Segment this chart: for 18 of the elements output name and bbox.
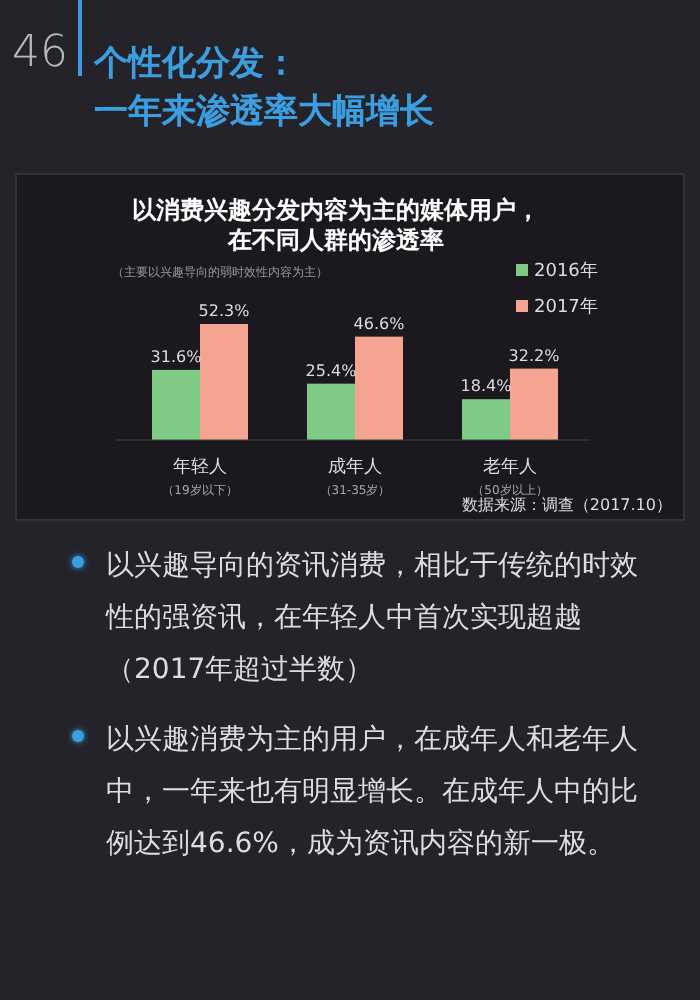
text: 以兴趣消费为主的用户，在成年人和老年人中，一年来也有明显增长。在成年人中的比例达到46.6%，成为资讯内容的新一极。 [106, 722, 640, 864]
text: 46 [12, 28, 68, 78]
bar [307, 383, 355, 440]
source-note: 数据来源：调查（2017.10） [461, 496, 672, 514]
bar [462, 399, 510, 440]
text: 个性化分发： [94, 42, 298, 86]
bar [152, 369, 200, 440]
chart-title: 以消费兴趣分发内容为主的媒体用户，在不同人群的渗透率 [132, 196, 540, 254]
legend-label: 2017年 [534, 296, 598, 318]
bar [200, 324, 248, 440]
data-label: 52.3% [198, 302, 251, 320]
bar [355, 336, 403, 440]
bar [510, 368, 558, 440]
text: 一年来渗透率大幅增长 [94, 90, 434, 134]
legend-label: 2016年 [534, 260, 598, 282]
data-label: 46.6% [353, 314, 406, 333]
text: 以兴趣导向的资讯消费，相比于传统的时效性的强资讯，在年轻人中首次实现超越（2017年超过半数） [106, 548, 640, 690]
data-label: 32.2% [508, 346, 561, 365]
